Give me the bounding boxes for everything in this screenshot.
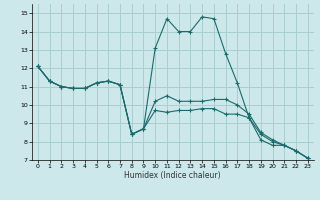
X-axis label: Humidex (Indice chaleur): Humidex (Indice chaleur) — [124, 171, 221, 180]
